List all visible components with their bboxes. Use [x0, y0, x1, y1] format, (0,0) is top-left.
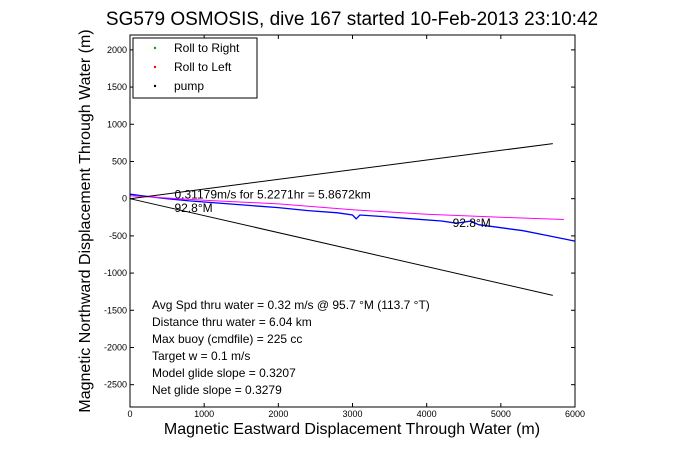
annotation-layer: 0.31179m/s for 5.2271hr = 5.8672km92.8°M…	[175, 188, 491, 230]
x-tick-label: 1000	[194, 409, 214, 419]
x-tick-label: 3000	[342, 409, 362, 419]
legend-box	[132, 37, 258, 99]
y-tick-label: 2000	[107, 45, 127, 55]
y-tick-label: 1500	[107, 82, 127, 92]
y-tick-label: -2000	[104, 342, 127, 352]
y-tick-label: -1500	[104, 305, 127, 315]
stats-block: Avg Spd thru water = 0.32 m/s @ 95.7 °M …	[152, 298, 430, 397]
legend-marker-1	[153, 65, 157, 69]
tick-layer: 0 1000 2000 3000 4000 5000 6000-2500-2000-1500…	[104, 35, 585, 419]
chart-title: SG579 OSMOSIS, dive 167 started 10-Feb-2…	[106, 9, 598, 30]
legend-entries: Roll to Right Roll to Left pump	[153, 41, 240, 93]
stat-line-1: Distance thru water = 6.04 km	[152, 315, 312, 329]
stat-line-5: Net glide slope = 0.3279	[152, 383, 282, 397]
annotation-1: 92.8°M	[175, 201, 213, 215]
x-axis-label: Magnetic Eastward Displacement Through W…	[164, 421, 540, 438]
y-tick-label: -2500	[104, 380, 127, 390]
stat-line-4: Model glide slope = 0.3207	[152, 366, 296, 380]
legend-label-0: Roll to Right	[174, 41, 240, 55]
y-tick-label: 500	[112, 156, 127, 166]
y-tick-label: -1000	[104, 268, 127, 278]
x-tick-label: 0	[127, 409, 132, 419]
stat-line-3: Target w = 0.1 m/s	[152, 349, 250, 363]
legend-marker-0	[153, 46, 157, 50]
legend-label-2: pump	[174, 79, 204, 93]
series-line-2	[129, 143, 553, 200]
series-line-3	[129, 198, 553, 296]
legend: Roll to Right Roll to Left pump	[132, 37, 258, 99]
y-tick-label: 0	[122, 194, 127, 204]
x-tick-label: 4000	[417, 409, 437, 419]
x-tick-label: 2000	[268, 409, 288, 419]
annotation-2: 92.8°M	[453, 216, 491, 230]
stat-line-2: Max buoy (cmdfile) = 225 cc	[152, 332, 302, 346]
y-axis-label: Magnetic Northward Displacement Through …	[77, 29, 94, 412]
x-tick-label: 6000	[565, 409, 585, 419]
series-line-1	[129, 195, 564, 220]
x-tick-label: 5000	[491, 409, 511, 419]
annotation-0: 0.31179m/s for 5.2271hr = 5.8672km	[175, 188, 371, 202]
stat-line-0: Avg Spd thru water = 0.32 m/s @ 95.7 °M …	[152, 298, 430, 312]
legend-label-1: Roll to Left	[174, 60, 232, 74]
y-tick-label: -500	[109, 231, 127, 241]
legend-marker-2	[153, 84, 157, 88]
series-line-0	[129, 193, 576, 242]
series-layer	[129, 143, 576, 296]
y-tick-label: 1000	[107, 119, 127, 129]
